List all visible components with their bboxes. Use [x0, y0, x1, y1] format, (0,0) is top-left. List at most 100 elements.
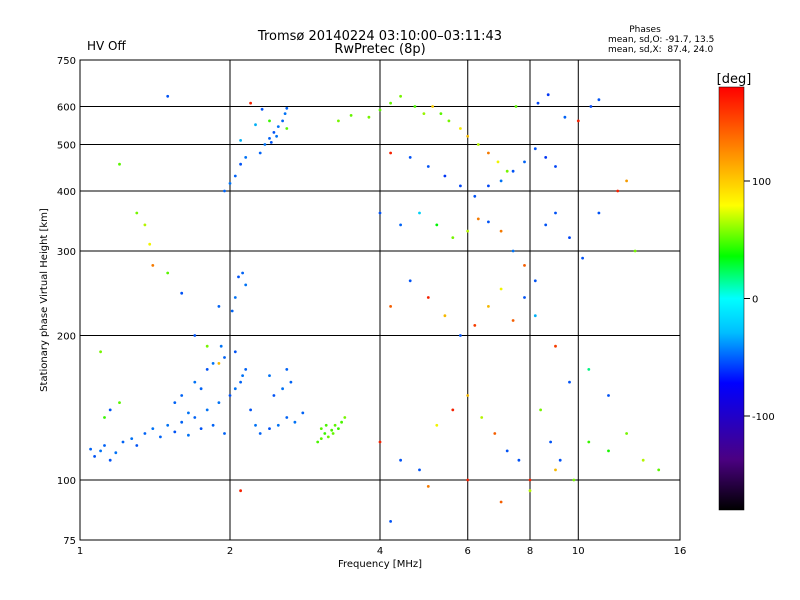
data-point	[554, 165, 557, 168]
data-point	[523, 160, 526, 164]
data-point	[285, 106, 289, 110]
data-point	[199, 427, 203, 430]
data-point	[533, 314, 537, 318]
hv-status: HV Off	[87, 39, 126, 53]
colorbar-ticks: 100 0 -100	[744, 177, 775, 423]
data-point	[378, 211, 382, 215]
data-point	[268, 137, 271, 140]
data-point	[151, 427, 155, 430]
y-tick-label: 500	[57, 141, 76, 152]
data-point	[408, 156, 412, 159]
y-tick-label: 400	[57, 187, 76, 198]
data-point	[228, 182, 232, 185]
data-point	[285, 127, 289, 130]
chart-title-line2: RwPretec (8p)	[334, 42, 425, 57]
x-tick-label: 8	[527, 546, 533, 557]
data-point	[496, 160, 500, 164]
data-point	[89, 447, 92, 451]
data-point	[268, 119, 271, 123]
x-axis-label: Frequency [MHz]	[338, 559, 422, 570]
data-point	[426, 165, 430, 168]
data-point	[533, 147, 537, 151]
data-point	[581, 256, 584, 260]
data-point	[331, 432, 335, 435]
data-point	[576, 119, 580, 123]
data-point	[330, 428, 334, 432]
data-point	[193, 334, 197, 337]
data-point	[447, 119, 451, 123]
data-point	[239, 380, 243, 384]
data-point	[466, 229, 470, 233]
data-point	[281, 119, 284, 123]
data-point	[549, 440, 552, 444]
data-point	[558, 458, 562, 462]
data-point	[389, 101, 392, 105]
data-point	[554, 468, 557, 472]
data-point	[378, 440, 382, 444]
data-point	[241, 374, 245, 377]
colorbar-tick-label: 100	[752, 177, 771, 188]
data-point	[223, 356, 226, 359]
data-point	[130, 437, 134, 440]
data-point	[572, 478, 576, 482]
data-point	[466, 134, 470, 138]
data-point	[268, 374, 271, 377]
data-point	[319, 437, 323, 440]
data-point	[173, 401, 177, 404]
data-point	[244, 156, 248, 159]
data-point	[511, 249, 515, 253]
data-point	[219, 344, 223, 348]
data-point	[536, 101, 540, 105]
data-point	[466, 394, 470, 397]
data-point	[148, 242, 152, 246]
data-point	[439, 112, 443, 115]
data-point	[554, 344, 557, 348]
data-point	[108, 458, 112, 462]
data-point	[418, 468, 421, 472]
data-point	[103, 416, 106, 419]
data-point	[499, 229, 503, 233]
x-tick-label: 16	[674, 546, 687, 557]
data-point	[625, 432, 628, 435]
data-point	[389, 305, 392, 308]
data-point	[616, 189, 620, 193]
data-point	[607, 394, 610, 397]
data-point	[544, 156, 548, 159]
data-point	[487, 184, 490, 188]
colorbar-tick-label: 0	[752, 295, 758, 306]
colorbar-tick-label: -100	[752, 412, 775, 423]
data-point	[625, 179, 628, 183]
data-point	[258, 432, 262, 435]
data-point	[254, 423, 257, 427]
data-point	[511, 169, 515, 173]
data-point	[533, 279, 537, 283]
x-tick-label: 2	[227, 546, 233, 557]
data-point	[244, 283, 248, 287]
data-point	[283, 112, 287, 115]
data-point	[263, 143, 267, 146]
data-point	[505, 169, 509, 173]
data-point	[233, 350, 237, 354]
data-point	[544, 223, 548, 227]
data-point	[435, 423, 439, 427]
data-point	[587, 440, 591, 444]
data-point	[316, 440, 320, 444]
data-point	[597, 211, 601, 215]
data-point	[217, 305, 221, 308]
data-point	[223, 189, 226, 193]
y-tick-label: 300	[57, 247, 76, 258]
data-point	[143, 223, 147, 227]
data-point	[205, 408, 209, 412]
data-point	[443, 174, 447, 178]
data-point	[514, 105, 518, 108]
data-point	[180, 394, 184, 397]
data-point	[459, 334, 462, 337]
data-point	[244, 368, 248, 371]
data-point	[499, 287, 503, 291]
data-point	[121, 440, 125, 444]
data-point	[466, 478, 470, 482]
data-point	[399, 458, 402, 462]
data-point	[426, 296, 430, 299]
data-point	[480, 416, 484, 419]
